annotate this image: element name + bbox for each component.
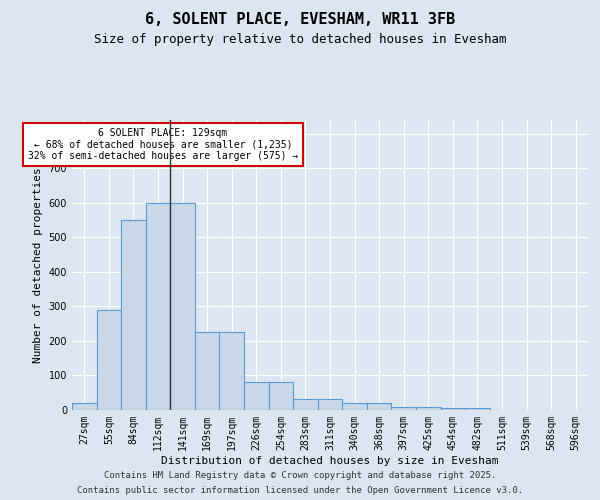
Bar xyxy=(440,408,465,410)
Bar xyxy=(170,203,195,410)
Bar xyxy=(293,399,318,410)
Bar xyxy=(269,382,293,410)
Bar xyxy=(244,382,269,410)
Text: Contains HM Land Registry data © Crown copyright and database right 2025.: Contains HM Land Registry data © Crown c… xyxy=(104,471,496,480)
Bar xyxy=(121,220,146,410)
Text: 6 SOLENT PLACE: 129sqm
← 68% of detached houses are smaller (1,235)
32% of semi-: 6 SOLENT PLACE: 129sqm ← 68% of detached… xyxy=(28,128,298,161)
Y-axis label: Number of detached properties: Number of detached properties xyxy=(33,167,43,363)
Text: 6, SOLENT PLACE, EVESHAM, WR11 3FB: 6, SOLENT PLACE, EVESHAM, WR11 3FB xyxy=(145,12,455,28)
X-axis label: Distribution of detached houses by size in Evesham: Distribution of detached houses by size … xyxy=(161,456,499,466)
Bar xyxy=(195,332,220,410)
Bar xyxy=(342,403,367,410)
Bar xyxy=(72,403,97,410)
Bar xyxy=(220,332,244,410)
Bar xyxy=(146,203,170,410)
Bar xyxy=(465,408,490,410)
Bar xyxy=(318,399,342,410)
Text: Size of property relative to detached houses in Evesham: Size of property relative to detached ho… xyxy=(94,32,506,46)
Bar xyxy=(416,406,440,410)
Text: Contains public sector information licensed under the Open Government Licence v3: Contains public sector information licen… xyxy=(77,486,523,495)
Bar xyxy=(97,310,121,410)
Bar xyxy=(367,403,391,410)
Bar xyxy=(391,406,416,410)
